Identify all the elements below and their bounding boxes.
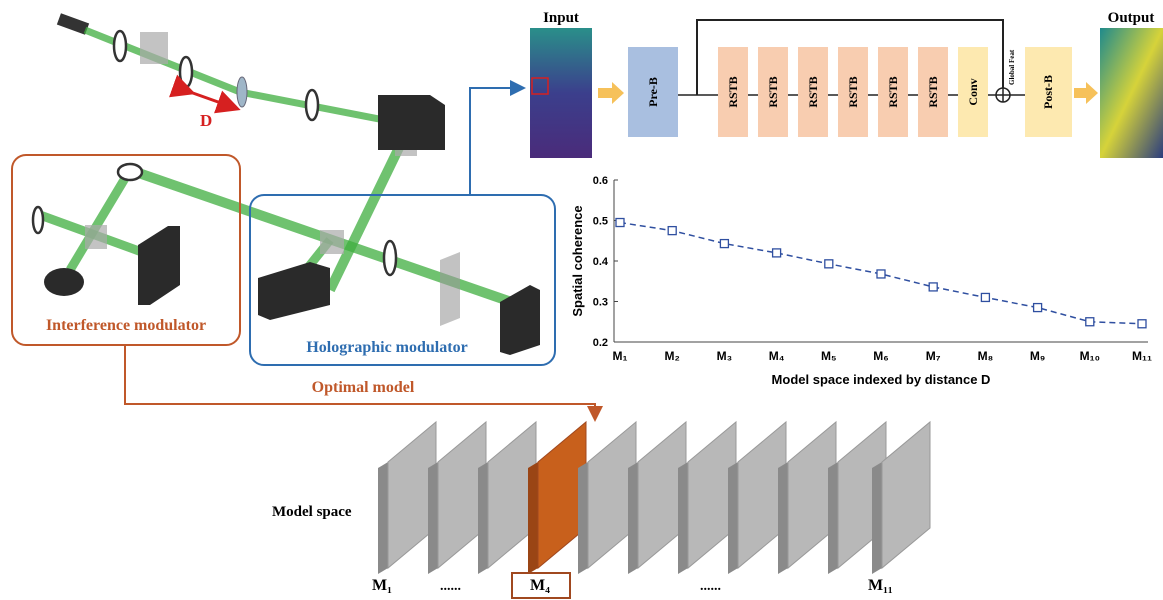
block-label: Conv <box>966 78 980 105</box>
y-tick-label: 0.2 <box>593 337 608 349</box>
data-point <box>1086 318 1094 326</box>
model-space <box>378 422 930 574</box>
block-label: RSTB <box>806 76 820 107</box>
data-point <box>825 260 833 268</box>
model-panel-side <box>578 462 588 574</box>
connector <box>470 88 522 195</box>
block-label: RSTB <box>846 76 860 107</box>
y-tick-label: 0.3 <box>593 297 608 309</box>
y-tick-label: 0.5 <box>593 216 608 228</box>
optimal-label: Optimal model <box>312 379 415 396</box>
data-point <box>929 283 937 291</box>
data-point <box>720 240 728 248</box>
model-space-title: Model space <box>272 504 352 520</box>
x-tick-label: M₅ <box>821 349 837 363</box>
model-panel-side <box>828 462 838 574</box>
x-tick-label: M₁₀ <box>1080 349 1100 363</box>
global-feat-label: Global Feat <box>1008 49 1016 85</box>
model-label: ...... <box>440 579 461 594</box>
holographic-label: Holographic modulator <box>306 339 467 356</box>
data-point <box>616 219 624 227</box>
block-label: RSTB <box>726 76 740 107</box>
input-label: Input <box>543 10 579 26</box>
optical-setup: D <box>33 13 540 355</box>
x-tick-label: M₉ <box>1030 349 1045 363</box>
figure: D Interference modulator Holographic mod… <box>0 0 1163 600</box>
chart: 0.2 0.3 0.4 0.5 0.6 M₁ M₂ M₃ M₄ M₅ M₆ M₇ M₈ M₉ M₁₀ M₁₁ M… <box>570 175 1152 387</box>
model-panel-side <box>528 462 538 574</box>
data-point <box>877 270 885 278</box>
y-axis-label: Spatial coherence <box>570 205 585 316</box>
x-tick-label: M₁₁ <box>1132 349 1152 363</box>
x-tick-label: M₄ <box>769 349 785 363</box>
output-label: Output <box>1108 10 1155 26</box>
network: Input Output Pre-B RSTB RSTB RSTB RSTB R… <box>530 10 1163 158</box>
model-panel <box>882 422 930 568</box>
model-panel-side <box>628 462 638 574</box>
model-panel-side <box>678 462 688 574</box>
block-label: RSTB <box>926 76 940 107</box>
block-label: RSTB <box>886 76 900 107</box>
model-label: M₄ <box>530 577 550 594</box>
x-tick-label: M₂ <box>665 349 680 363</box>
distance-label: D <box>200 111 212 130</box>
model-panel-side <box>378 462 388 574</box>
model-label: M₁ <box>372 577 392 594</box>
model-panel-side <box>478 462 488 574</box>
x-tick-label: M₃ <box>717 349 733 363</box>
model-panel-side <box>728 462 738 574</box>
data-point <box>773 249 781 257</box>
model-panel-side <box>778 462 788 574</box>
x-tick-label: M₁ <box>613 349 628 363</box>
x-tick-label: M₇ <box>926 349 941 363</box>
y-tick-label: 0.4 <box>593 256 609 268</box>
data-point <box>668 227 676 235</box>
model-label: ...... <box>700 579 721 594</box>
model-panel-side <box>872 462 882 574</box>
block-label: Pre-B <box>646 77 660 107</box>
data-point <box>981 293 989 301</box>
data-point <box>1138 320 1146 328</box>
block-label: RSTB <box>766 76 780 107</box>
x-axis-label: Model space indexed by distance D <box>772 372 991 387</box>
interference-label: Interference modulator <box>46 317 206 334</box>
y-tick-label: 0.6 <box>593 175 608 187</box>
model-panel-side <box>428 462 438 574</box>
data-point <box>1034 304 1042 312</box>
x-tick-label: M₈ <box>978 349 994 363</box>
x-tick-label: M₆ <box>873 349 888 363</box>
model-label: M₁₁ <box>868 577 893 594</box>
block-label: Post-B <box>1041 75 1055 109</box>
